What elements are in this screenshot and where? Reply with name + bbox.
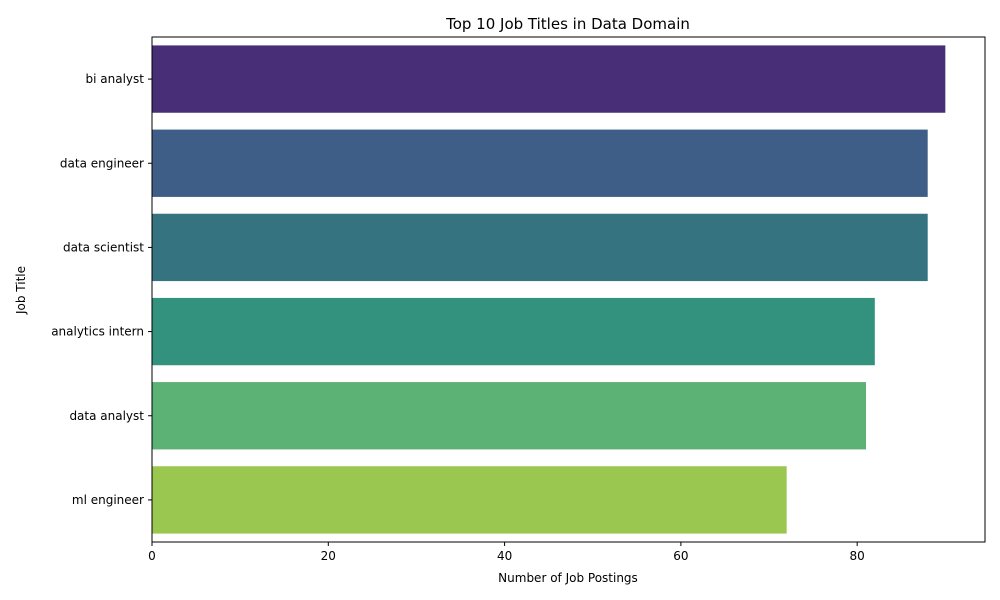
bar-data-analyst [152,382,866,450]
bars-group [152,45,946,534]
y-tick-label: data analyst [69,409,144,423]
y-tick-label: bi analyst [86,72,145,86]
x-tick-label: 0 [148,549,156,563]
y-tick-label: data scientist [63,240,144,254]
bar-bi-analyst [152,45,946,113]
x-tick-label: 20 [321,549,336,563]
chart-title: Top 10 Job Titles in Data Domain [445,15,690,33]
x-ticks: 0 20 40 60 80 [148,542,865,563]
bar-data-engineer [152,129,928,197]
bar-analytics-intern [152,297,875,366]
bar-ml-engineer [152,466,787,534]
x-tick-label: 60 [673,549,688,563]
y-tick-label: data engineer [60,156,144,170]
x-tick-label: 80 [850,549,865,563]
y-tick-label: ml engineer [72,493,144,507]
x-axis-title: Number of Job Postings [498,571,638,585]
y-axis-title: Job Title [14,266,28,315]
plot-frame [151,36,986,543]
x-tick-label: 40 [497,549,512,563]
y-tick-label: analytics intern [51,325,144,339]
bar-data-scientist [152,213,928,282]
y-tick-labels: bi analyst data engineer data scientist ana… [51,72,152,507]
